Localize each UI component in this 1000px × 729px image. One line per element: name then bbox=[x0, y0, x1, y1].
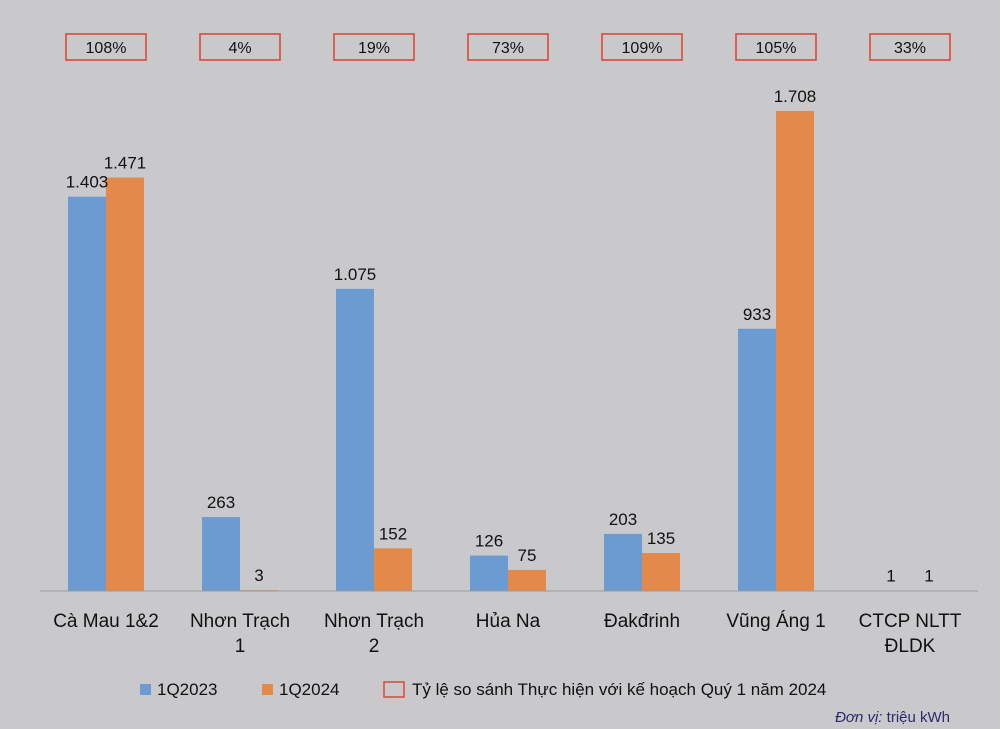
ratio-label-4: 109% bbox=[622, 40, 663, 57]
bars-layer bbox=[68, 110, 948, 592]
unit-note-label: Đơn vị: bbox=[835, 709, 882, 726]
category-label-6-line-0: CTCP NLTT bbox=[859, 611, 962, 632]
legend-label-ratio: Tỷ lệ so sánh Thực hiện với kế hoạch Quý… bbox=[412, 680, 826, 699]
bar-1q2023-0 bbox=[68, 196, 106, 591]
value-label-1q2023-0: 1.403 bbox=[66, 173, 109, 192]
value-label-1q2023-3: 126 bbox=[475, 532, 503, 551]
ratio-label-0: 108% bbox=[86, 40, 127, 57]
ratio-box-2 bbox=[333, 33, 415, 61]
value-label-1q2023-2: 1.075 bbox=[334, 265, 377, 284]
ratio-box-3 bbox=[467, 33, 549, 61]
bar-1q2024-5 bbox=[776, 110, 814, 592]
legend-label-1q2023: 1Q2023 bbox=[157, 680, 218, 699]
category-label-2-line-1: 2 bbox=[369, 636, 380, 657]
category-label-3-line-0: Hủa Na bbox=[476, 611, 541, 632]
ratio-box-6 bbox=[869, 33, 951, 61]
bar-1q2023-4 bbox=[604, 533, 642, 591]
category-labels-layer: Cà Mau 1&2 Nhơn Trạch 1 Nhơn Trạch 2 Hủa Na Đa… bbox=[53, 611, 962, 657]
value-label-1q2024-5: 1.708 bbox=[774, 87, 817, 106]
legend-swatch-1q2024 bbox=[262, 684, 273, 695]
ratio-box-5 bbox=[735, 33, 817, 61]
bar-1q2023-3 bbox=[470, 555, 508, 591]
ratio-box-0 bbox=[65, 33, 147, 61]
category-label-1-line-1: 1 bbox=[235, 636, 246, 657]
bar-1q2024-3 bbox=[508, 569, 546, 591]
value-label-1q2024-4: 135 bbox=[647, 529, 675, 548]
bar-1q2024-2 bbox=[374, 548, 412, 591]
value-label-1q2023-5: 933 bbox=[743, 305, 771, 324]
value-label-1q2023-4: 203 bbox=[609, 510, 637, 529]
bar-1q2023-1 bbox=[202, 517, 240, 591]
legend-label-1q2024: 1Q2024 bbox=[279, 680, 340, 699]
category-label-5-line-0: Vũng Áng 1 bbox=[726, 611, 825, 632]
ratio-label-6: 33% bbox=[894, 40, 926, 57]
legend-swatch-1q2023 bbox=[140, 684, 151, 695]
value-label-1q2023-6: 1 bbox=[886, 567, 895, 586]
category-label-1-line-0: Nhơn Trạch bbox=[190, 611, 290, 632]
category-label-4-line-0: Đakđrinh bbox=[604, 611, 680, 632]
ratio-boxes-layer: 108% 4% 19% 73% 109% 105% 33% bbox=[65, 33, 951, 61]
unit-note: Đơn vị: triệu kWh bbox=[835, 709, 950, 726]
value-label-1q2024-1: 3 bbox=[254, 566, 263, 585]
ratio-label-5: 105% bbox=[756, 40, 797, 57]
value-label-1q2023-1: 263 bbox=[207, 493, 235, 512]
unit-note-value: triệu kWh bbox=[882, 709, 950, 726]
value-label-1q2024-0: 1.471 bbox=[104, 154, 147, 173]
category-label-0-line-0: Cà Mau 1&2 bbox=[53, 611, 159, 632]
ratio-box-1 bbox=[199, 33, 281, 61]
ratio-box-4 bbox=[601, 33, 683, 61]
value-label-1q2024-3: 75 bbox=[518, 546, 537, 565]
ratio-label-2: 19% bbox=[358, 40, 390, 57]
bar-1q2024-4 bbox=[642, 553, 680, 591]
bar-1q2023-5 bbox=[738, 328, 776, 591]
legend-swatch-ratio bbox=[383, 681, 405, 698]
bar-1q2023-2 bbox=[336, 288, 374, 591]
ratio-label-3: 73% bbox=[492, 40, 524, 57]
ratio-label-1: 4% bbox=[228, 40, 251, 57]
value-label-1q2024-2: 152 bbox=[379, 524, 407, 543]
category-label-2-line-0: Nhơn Trạch bbox=[324, 611, 424, 632]
bar-1q2024-0 bbox=[106, 177, 144, 591]
category-label-6-line-1: ĐLDK bbox=[885, 636, 936, 657]
value-label-1q2024-6: 1 bbox=[924, 567, 933, 586]
